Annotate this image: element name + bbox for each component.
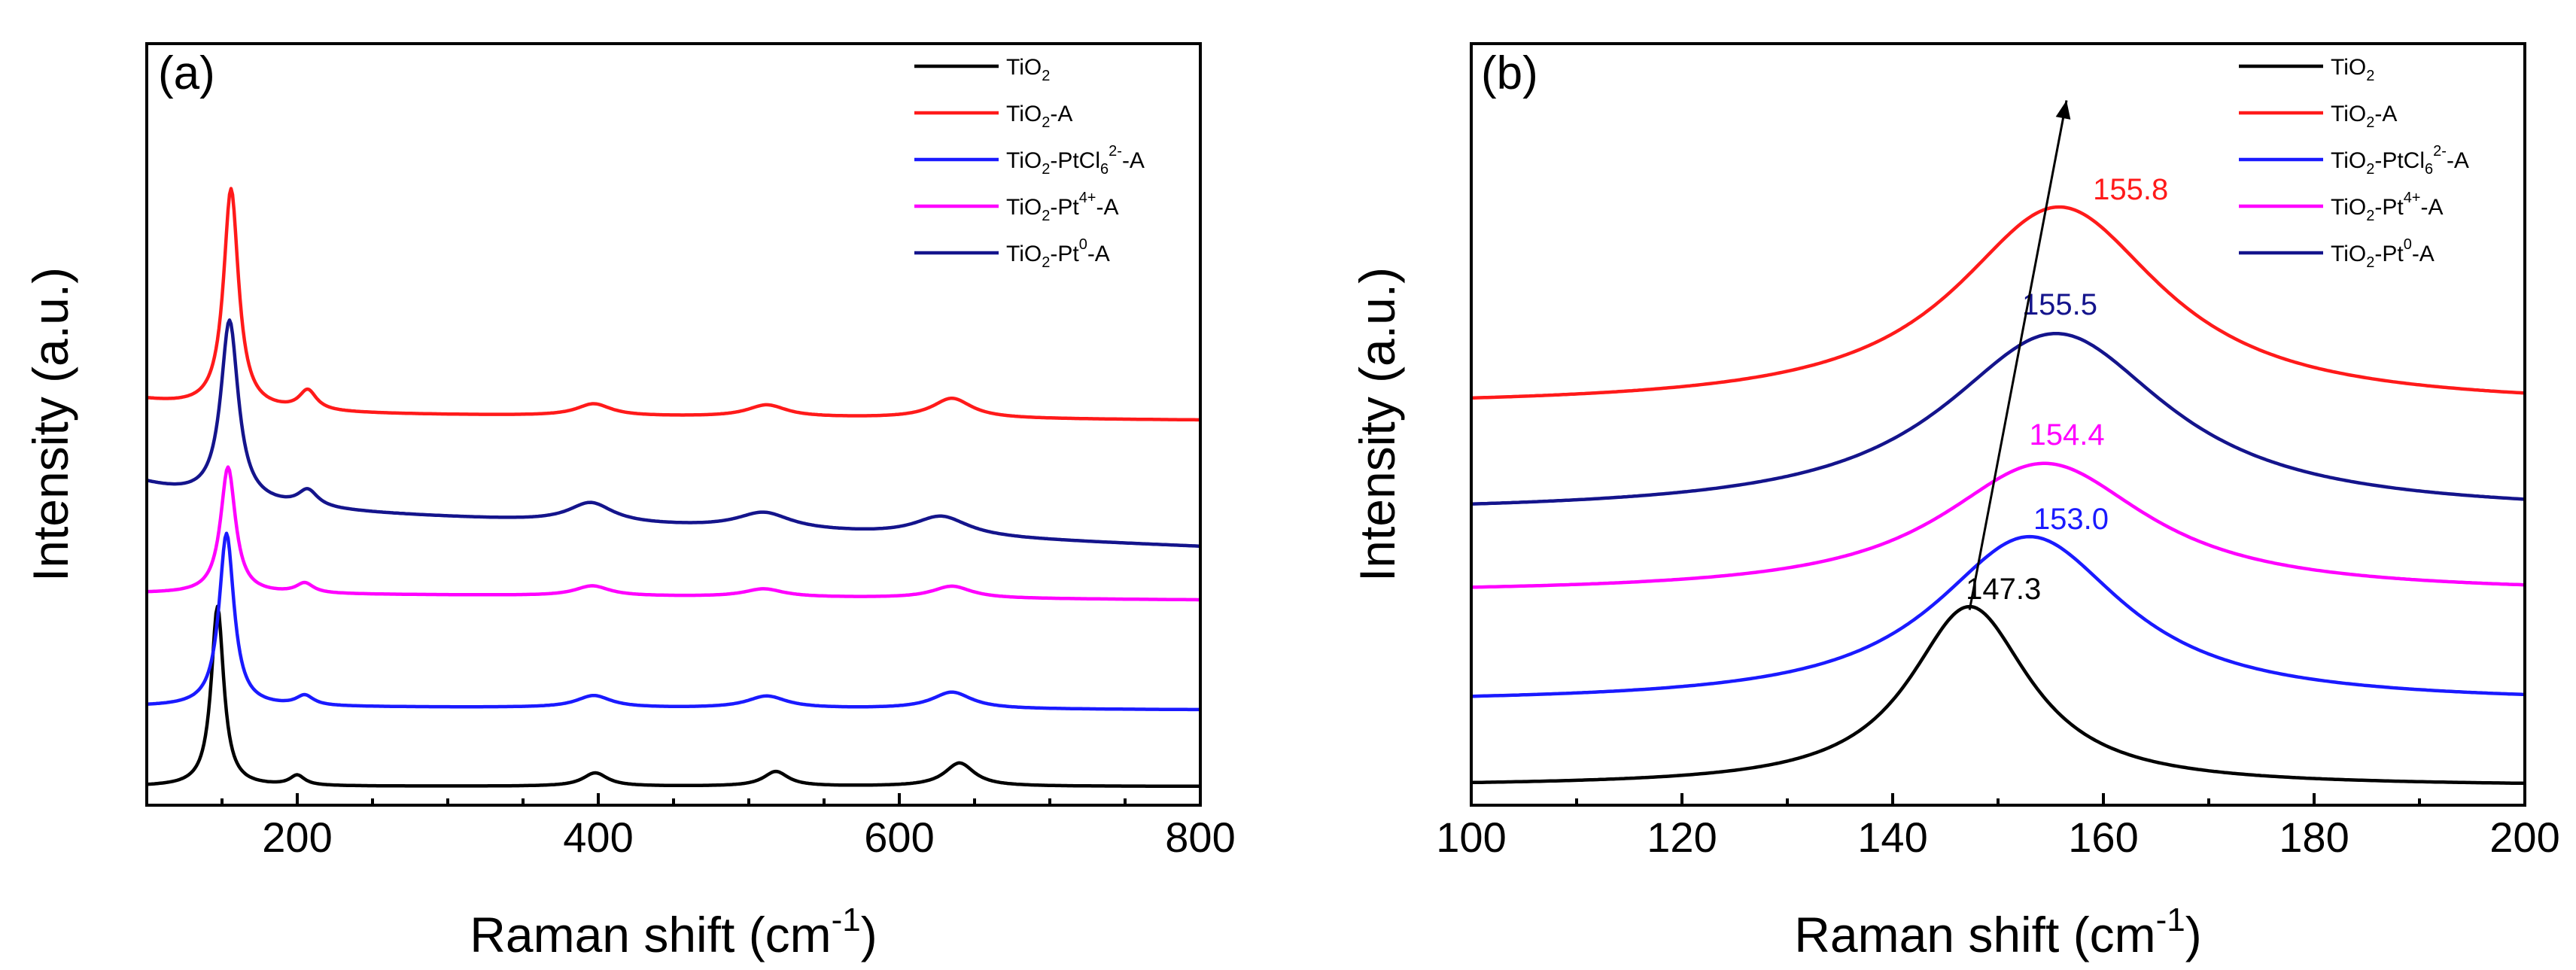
- panel-a-series-TiO2: [146, 604, 1201, 789]
- panel-b-legend: TiO2 TiO2-A TiO2-PtCl62--A TiO2-Pt4+-A TiO2-…: [2239, 55, 2469, 271]
- panel-a-label: (a): [158, 47, 215, 99]
- panel-b-peak-label-TiO2-PtCl6-A: 153.0: [2033, 503, 2109, 536]
- panel-a-y-axis-label: Intensity (a.u.): [23, 267, 78, 582]
- panel-b-x-ticks: 100 120 140 160 180 200: [1436, 793, 2560, 861]
- panel-b-x-tick-label: 180: [2279, 813, 2349, 861]
- panel-a-x-axis-label-main: Raman shift (cm: [470, 907, 831, 962]
- panel-a-x-axis-label: Raman shift (cm-1): [470, 902, 877, 962]
- panel-a-legend: TiO2 TiO2-A TiO2-PtCl62--A TiO2-Pt4+-A TiO2-…: [914, 55, 1145, 271]
- panel-a-legend-label-TiO2-Pt4+-A: TiO2-Pt4+-A: [1006, 190, 1119, 224]
- panel-b-label: (b): [1481, 47, 1538, 99]
- panel-a: 200 400 600 800 (a) Intensity (a.u.) Raman …: [23, 42, 1236, 962]
- panel-b-x-axis-label-main: Raman shift (cm: [1794, 907, 2155, 962]
- panel-b-plot-area: [1470, 205, 2526, 786]
- panel-b-series-TiO2-A: [1470, 205, 2526, 400]
- panel-b-x-tick-label: 140: [1857, 813, 1927, 861]
- shift-arrow-head: [2055, 100, 2071, 120]
- panel-b-legend-label-TiO2-A: TiO2-A: [2331, 102, 2397, 131]
- panel-b-legend-label-TiO2-Pt0-A: TiO2-Pt0-A: [2331, 236, 2435, 271]
- panel-a-x-axis-label-tail: ): [861, 907, 877, 962]
- panel-a-x-tick-label: 200: [262, 813, 332, 861]
- panel-b-peak-label-TiO2: 147.3: [1966, 573, 2041, 606]
- panel-b-y-axis-label: Intensity (a.u.): [1349, 267, 1405, 582]
- panel-b-series-TiO2-Pt0-A: [1470, 331, 2526, 506]
- panel-a-legend-label-TiO2: TiO2: [1006, 55, 1050, 84]
- panel-a-legend-label-TiO2-Pt0-A: TiO2-Pt0-A: [1006, 236, 1110, 271]
- panel-b-x-axis-label-tail: ): [2185, 907, 2202, 962]
- panel-a-series-TiO2-PtCl6-A: [146, 531, 1201, 712]
- panel-a-x-tick-label: 600: [864, 813, 934, 861]
- panel-b-legend-label-TiO2-Pt4+-A: TiO2-Pt4+-A: [2331, 190, 2444, 224]
- panel-b-x-tick-label: 120: [1647, 813, 1717, 861]
- panel-b-legend-label-TiO2: TiO2: [2331, 55, 2374, 84]
- panel-b-x-axis-label: Raman shift (cm-1): [1794, 902, 2202, 962]
- panel-b-series-TiO2: [1470, 604, 2526, 786]
- panel-a-legend-label-TiO2-PtCl6-A: TiO2-PtCl62--A: [1006, 143, 1145, 178]
- panel-b-peak-labels: 147.3 153.0 154.4 155.5 155.8: [1966, 173, 2168, 606]
- panel-b-x-tick-label: 200: [2489, 813, 2559, 861]
- panel-b-series-TiO2-Pt4+-A: [1471, 461, 2526, 589]
- panel-b: 100 120 140 160 180 200 (b) Intensity (a.u.) …: [1349, 42, 2560, 962]
- shift-arrow-line: [1968, 100, 2068, 610]
- panel-a-frame: [145, 42, 1202, 807]
- panel-b-x-axis-label-sup: -1: [2156, 902, 2185, 938]
- panel-a-series-TiO2-Pt4+-A: [146, 465, 1201, 602]
- panel-b-peak-label-TiO2-Pt4+-A: 154.4: [2030, 418, 2105, 452]
- panel-a-legend-label-TiO2-A: TiO2-A: [1006, 102, 1072, 131]
- panel-b-x-tick-label: 100: [1436, 813, 1506, 861]
- panel-b-peak-label-TiO2-A: 155.8: [2093, 173, 2168, 206]
- panel-b-shift-arrow: [1968, 100, 2071, 610]
- panel-a-series-TiO2-Pt0-A: [146, 318, 1201, 549]
- panel-a-x-tick-label: 800: [1165, 813, 1235, 861]
- panel-b-peak-label-TiO2-Pt0-A: 155.5: [2022, 288, 2097, 321]
- panel-a-x-ticks: 200 400 600 800: [145, 793, 1236, 861]
- panel-a-x-tick-label: 400: [563, 813, 633, 861]
- panel-b-series-TiO2-PtCl6-A: [1471, 534, 2526, 698]
- panel-a-plot-area: [146, 187, 1201, 789]
- panel-b-legend-label-TiO2-PtCl6-A: TiO2-PtCl62--A: [2331, 143, 2469, 178]
- panel-a-series-TiO2-A: [146, 187, 1201, 422]
- panel-b-x-tick-label: 160: [2068, 813, 2138, 861]
- panel-a-x-axis-label-sup: -1: [832, 902, 861, 938]
